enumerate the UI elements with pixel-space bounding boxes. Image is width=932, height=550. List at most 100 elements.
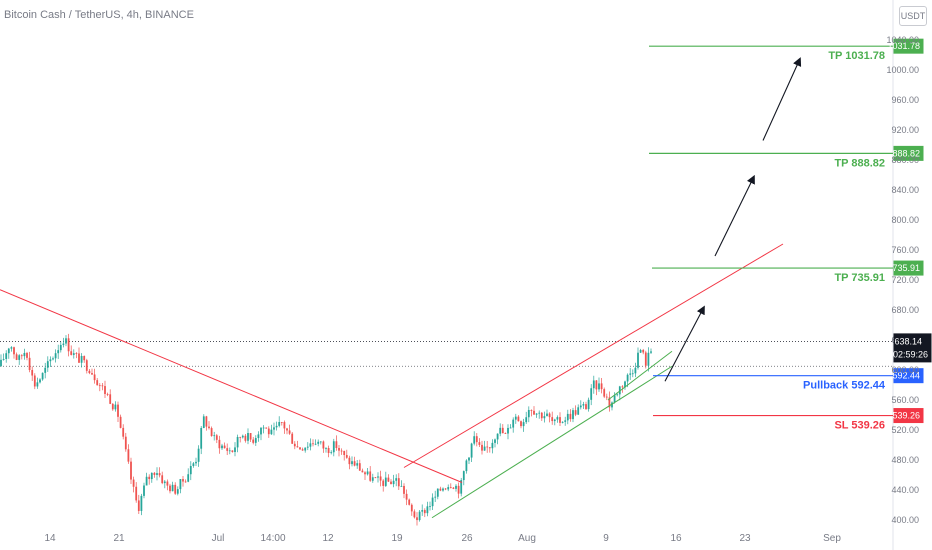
candle[interactable] [387, 474, 390, 483]
candle[interactable] [93, 368, 96, 384]
candle[interactable] [109, 389, 112, 405]
candle[interactable] [600, 377, 603, 394]
candle[interactable] [455, 484, 457, 492]
candle[interactable] [644, 350, 647, 369]
candle[interactable] [639, 348, 642, 353]
candle[interactable] [382, 479, 385, 492]
candle[interactable] [254, 435, 257, 446]
candle[interactable] [145, 472, 148, 486]
candle[interactable] [96, 378, 99, 386]
candle[interactable] [169, 483, 171, 494]
channel-lower-line[interactable] [431, 365, 673, 519]
candle[interactable] [564, 416, 567, 426]
candle[interactable] [195, 457, 197, 466]
candle[interactable] [546, 409, 548, 417]
candles[interactable] [0, 333, 652, 526]
candle[interactable] [67, 333, 70, 357]
candle[interactable] [481, 440, 483, 455]
candle[interactable] [582, 401, 585, 409]
candle[interactable] [585, 401, 587, 410]
trendlines[interactable] [0, 243, 784, 519]
candle[interactable] [257, 431, 260, 442]
candle[interactable] [270, 424, 273, 435]
candle[interactable] [605, 393, 608, 401]
candle[interactable] [286, 427, 288, 435]
candle[interactable] [650, 348, 652, 354]
candle[interactable] [13, 346, 15, 359]
candle[interactable] [171, 481, 174, 492]
candle[interactable] [273, 422, 275, 436]
candle[interactable] [405, 489, 408, 506]
candle[interactable] [70, 345, 73, 356]
candle[interactable] [473, 431, 476, 446]
candle[interactable] [452, 487, 455, 490]
candle[interactable] [137, 494, 140, 514]
candle[interactable] [26, 351, 28, 361]
candle[interactable] [325, 447, 327, 453]
candle[interactable] [132, 476, 135, 493]
candle[interactable] [426, 501, 429, 517]
candle[interactable] [462, 470, 465, 486]
candle[interactable] [514, 413, 517, 424]
candle[interactable] [130, 457, 132, 484]
candle[interactable] [127, 444, 130, 464]
candle[interactable] [296, 440, 299, 448]
candle[interactable] [249, 432, 252, 443]
projection-arrows[interactable] [664, 57, 802, 382]
candle[interactable] [395, 474, 398, 487]
candle[interactable] [364, 471, 366, 480]
candle[interactable] [392, 474, 395, 488]
candle[interactable] [494, 438, 496, 448]
candle[interactable] [200, 426, 203, 455]
candle[interactable] [504, 432, 507, 435]
candle[interactable] [468, 457, 470, 465]
candle[interactable] [434, 490, 437, 503]
candle[interactable] [309, 438, 312, 451]
candle[interactable] [111, 403, 114, 411]
candle[interactable] [226, 443, 229, 456]
candle[interactable] [338, 445, 340, 457]
candle[interactable] [184, 479, 187, 483]
candle[interactable] [275, 421, 278, 431]
candle[interactable] [239, 436, 242, 443]
candle[interactable] [283, 420, 286, 434]
candle[interactable] [236, 434, 239, 453]
candle[interactable] [158, 467, 161, 478]
candle[interactable] [288, 424, 291, 435]
candle[interactable] [267, 426, 270, 438]
candle[interactable] [561, 421, 564, 424]
candle[interactable] [208, 421, 210, 430]
candle[interactable] [587, 397, 590, 412]
candle[interactable] [431, 493, 434, 510]
candle[interactable] [577, 404, 580, 415]
candle[interactable] [530, 409, 533, 417]
candle[interactable] [143, 482, 145, 499]
candle[interactable] [348, 455, 351, 470]
candle[interactable] [408, 498, 411, 506]
candle[interactable] [436, 488, 439, 500]
candle[interactable] [384, 471, 387, 487]
candle[interactable] [122, 424, 125, 440]
candle[interactable] [442, 487, 444, 492]
candle[interactable] [421, 504, 424, 516]
candle[interactable] [293, 441, 296, 450]
candle[interactable] [10, 346, 13, 352]
candle[interactable] [52, 356, 54, 361]
candle[interactable] [15, 352, 18, 361]
candle[interactable] [634, 362, 637, 378]
candle[interactable] [361, 468, 364, 473]
candle[interactable] [439, 486, 442, 492]
candle[interactable] [41, 372, 44, 381]
candle[interactable] [234, 442, 236, 457]
candle[interactable] [496, 433, 499, 445]
level-target[interactable]: TP 735.91 735.91 [652, 260, 924, 285]
candle[interactable] [572, 407, 574, 423]
level-target[interactable]: TP 888.82 888.82 [649, 145, 924, 170]
time-axis[interactable]: 14 21 Jul 14:00 12 19 26 Aug 9 16 23 Sep [44, 533, 841, 544]
candle[interactable] [104, 380, 106, 398]
downtrend-resistance-line[interactable] [0, 289, 463, 483]
candle[interactable] [49, 356, 52, 368]
candle[interactable] [377, 472, 379, 483]
candle[interactable] [260, 427, 262, 441]
candle[interactable] [551, 411, 554, 425]
